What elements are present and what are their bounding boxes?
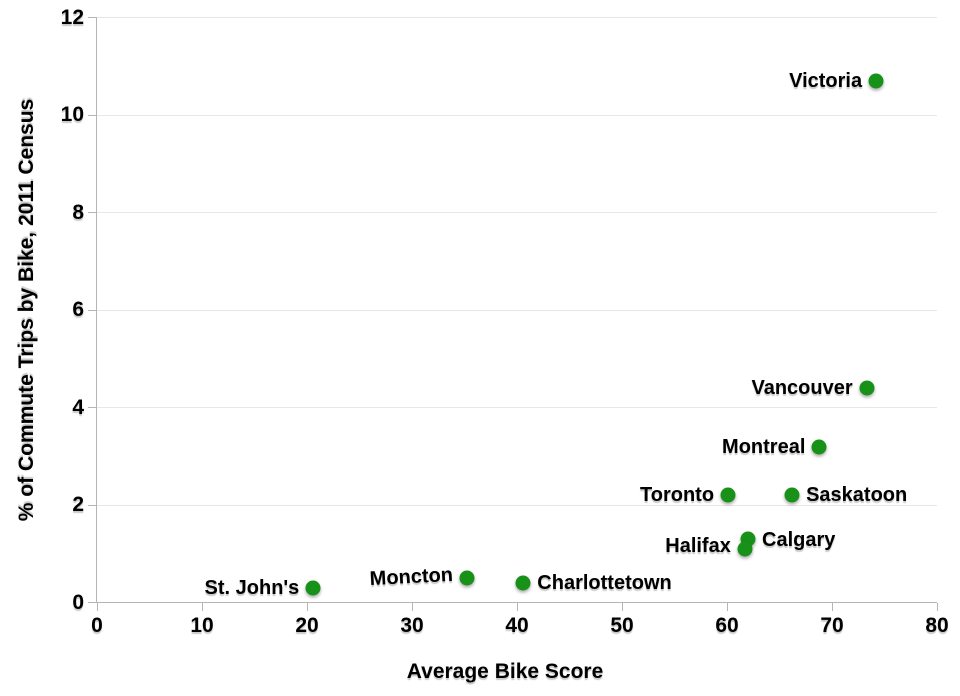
y-tick <box>88 407 97 408</box>
x-tick-label: 70 <box>820 614 844 637</box>
data-point-label-toronto: Toronto <box>640 484 715 507</box>
data-point-label-saskatoon: Saskatoon <box>806 484 908 507</box>
y-tick <box>88 212 97 213</box>
y-tick <box>88 309 97 311</box>
x-axis-title: Average Bike Score <box>406 660 604 683</box>
data-point-label-montreal: Montreal <box>722 435 806 458</box>
x-tick-label: 60 <box>715 614 739 637</box>
x-tick <box>936 602 938 611</box>
x-tick <box>306 602 308 611</box>
data-point-victoria <box>868 73 884 89</box>
y-gridline <box>97 17 937 18</box>
y-gridline <box>97 309 937 311</box>
y-gridline <box>97 407 937 408</box>
data-point-vancouver <box>859 380 875 396</box>
data-point-label-moncton: Moncton <box>368 563 454 591</box>
x-tick-label: 50 <box>610 614 634 637</box>
x-tick-label: 20 <box>295 614 319 637</box>
x-tick-label: 40 <box>505 614 529 637</box>
data-point-halifax <box>737 541 753 557</box>
data-point-label-st-john-s: St. John's <box>204 576 300 599</box>
x-tick-label: 80 <box>925 614 949 637</box>
data-point-saskatoon <box>784 487 800 503</box>
data-point-moncton <box>459 570 475 586</box>
x-tick <box>726 602 728 611</box>
y-tick-label: 2 <box>72 493 84 516</box>
x-tick-label: 10 <box>190 614 214 637</box>
y-tick <box>88 504 97 506</box>
data-point-label-calgary: Calgary <box>762 529 836 552</box>
x-tick <box>411 602 413 611</box>
y-tick-label: 12 <box>60 5 84 29</box>
data-point-st-john-s <box>305 580 321 596</box>
y-tick <box>88 17 97 18</box>
x-tick <box>201 602 203 611</box>
data-point-label-charlottetown: Charlottetown <box>537 572 672 594</box>
data-point-label-halifax: Halifax <box>665 534 731 557</box>
data-point-label-vancouver: Vancouver <box>751 377 853 399</box>
data-point-toronto <box>720 487 736 503</box>
y-tick-label: 6 <box>72 298 84 321</box>
x-tick <box>621 602 623 611</box>
y-gridline <box>97 504 937 506</box>
data-point-charlottetown <box>515 575 531 591</box>
data-point-montreal <box>811 439 827 454</box>
y-tick-label: 4 <box>72 395 84 419</box>
x-tick <box>831 602 833 611</box>
x-tick-label: 30 <box>400 614 424 637</box>
y-tick-label: 0 <box>72 590 84 614</box>
y-tick-label: 10 <box>60 103 84 126</box>
data-point-label-victoria: Victoria <box>789 69 863 92</box>
x-tick <box>516 602 518 611</box>
y-gridline <box>97 114 937 116</box>
y-gridline <box>97 212 937 213</box>
y-tick <box>88 114 97 116</box>
y-tick <box>88 602 97 603</box>
x-tick <box>96 602 98 611</box>
x-tick-label: 0 <box>91 614 103 637</box>
y-tick-label: 8 <box>72 200 84 224</box>
